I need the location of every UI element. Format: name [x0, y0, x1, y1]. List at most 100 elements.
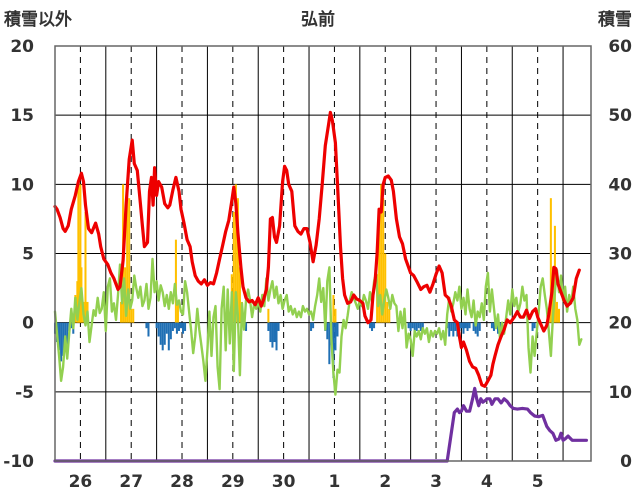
sunshine-bar [468, 322, 471, 329]
temperature-line [53, 110, 581, 388]
sunshine-bar [373, 322, 376, 329]
sunshine-bar [62, 322, 65, 356]
sunshine-bar [371, 322, 374, 331]
sunshine-bar [175, 322, 178, 334]
sunshine-bar [66, 322, 69, 348]
sunshine-bar [328, 322, 331, 365]
sunshine-bar [275, 322, 278, 351]
x-tick-label: 3 [430, 472, 442, 492]
left-tick-label: 20 [10, 37, 34, 57]
precipitation-bar [555, 301, 558, 323]
series-lines [53, 110, 588, 463]
right-tick-label: 60 [608, 37, 632, 57]
sunshine-bar [70, 322, 73, 329]
sunshine-bar [336, 322, 339, 337]
x-tick-label: 30 [272, 472, 296, 492]
precipitation-bar [84, 212, 87, 323]
right-tick-label: 0 [620, 452, 632, 472]
sunshine-bar [277, 322, 280, 331]
precipitation-bar [174, 239, 177, 323]
precipitation-bar [557, 308, 561, 323]
sunshine-bar [145, 322, 148, 329]
x-tick-label: 5 [532, 472, 544, 492]
left-axis-label: 積雪以外 [4, 9, 72, 30]
sunshine-bar [472, 322, 475, 331]
sunshine-bar [177, 322, 180, 331]
sunshine-bar [413, 322, 416, 331]
left-tick-label: 10 [10, 175, 34, 195]
sunshine-bar [155, 322, 158, 329]
sunshine-bar [476, 322, 479, 337]
sunshine-bar [492, 322, 495, 331]
x-tick-label: 4 [481, 472, 493, 492]
precipitation-bar [132, 308, 135, 323]
right-axis-ticks: 60 50 40 30 20 10 0 [608, 37, 632, 472]
chart-title: 弘前 [301, 9, 335, 30]
sunshine-bar [332, 322, 335, 378]
sunshine-bar [169, 322, 172, 340]
plot-frame [54, 45, 592, 462]
sunshine-bar [490, 322, 493, 329]
x-axis-ticks: 26 27 28 29 30 1 2 3 4 5 [69, 472, 544, 492]
right-tick-label: 40 [608, 175, 632, 195]
precipitation-bar [120, 301, 123, 323]
left-tick-label: 5 [22, 245, 34, 265]
precipitation-bar [234, 184, 237, 323]
precipitation-bar [378, 212, 381, 323]
right-tick-label: 10 [608, 383, 632, 403]
sunshine-bar [409, 322, 412, 331]
sunshine-bar [460, 322, 463, 329]
x-tick-label: 1 [329, 472, 341, 492]
sunshine-bar [533, 322, 536, 329]
sunshine-bar [531, 322, 534, 331]
sunshine-bar [334, 322, 337, 351]
precipitation-bar [549, 198, 552, 323]
sunshine-bar [421, 322, 424, 329]
sunshine-bar [273, 322, 276, 343]
precipitation-bar [388, 308, 391, 323]
sunshine-bar [462, 322, 465, 334]
x-tick-label: 2 [379, 472, 391, 492]
sunshine-bar [60, 322, 63, 362]
precipitation-bar [386, 301, 389, 323]
sunshine-bar [165, 322, 168, 334]
precipitation-bar [236, 198, 239, 323]
sunshine-bar [368, 322, 372, 329]
sunshine-bar [411, 322, 414, 329]
sunshine-bar [147, 322, 150, 337]
left-tick-label: -5 [15, 383, 34, 403]
sunshine-bar [419, 322, 422, 331]
precipitation-bar [238, 267, 241, 323]
right-tick-label: 20 [608, 314, 632, 334]
sunshine-bar [407, 322, 410, 329]
x-tick-label: 27 [119, 472, 143, 492]
plot-border [54, 45, 592, 462]
sunshine-bar [163, 322, 166, 345]
precipitation-bar [128, 198, 131, 323]
precipitation-bar [232, 212, 235, 323]
left-tick-label: 0 [22, 314, 34, 334]
sunshine-bar [173, 322, 176, 329]
sunshine-bar [171, 322, 174, 331]
left-tick-label: -10 [3, 452, 34, 472]
right-tick-label: 30 [608, 245, 632, 265]
sunshine-bar [448, 322, 451, 337]
sunshine-bar [267, 322, 270, 331]
sunshine-bar [245, 322, 248, 331]
x-tick-label: 29 [221, 472, 245, 492]
sunshine-bar [450, 322, 453, 331]
sunshine-bar [271, 322, 274, 348]
sunshine-bar [157, 322, 160, 337]
sunshine-bar [474, 322, 477, 334]
x-tick-label: 28 [170, 472, 194, 492]
precipitation-bar [384, 253, 387, 323]
precipitation-bar [126, 184, 129, 323]
sunshine-bar [310, 322, 313, 331]
left-axis-ticks: 20 15 10 5 0 -5 -10 [3, 37, 34, 472]
sunshine-bar [417, 322, 420, 329]
sunshine-bar [454, 322, 457, 331]
precipitation-bar [176, 301, 179, 323]
sunshine-bar [179, 322, 183, 329]
sunshine-bar [478, 322, 481, 331]
